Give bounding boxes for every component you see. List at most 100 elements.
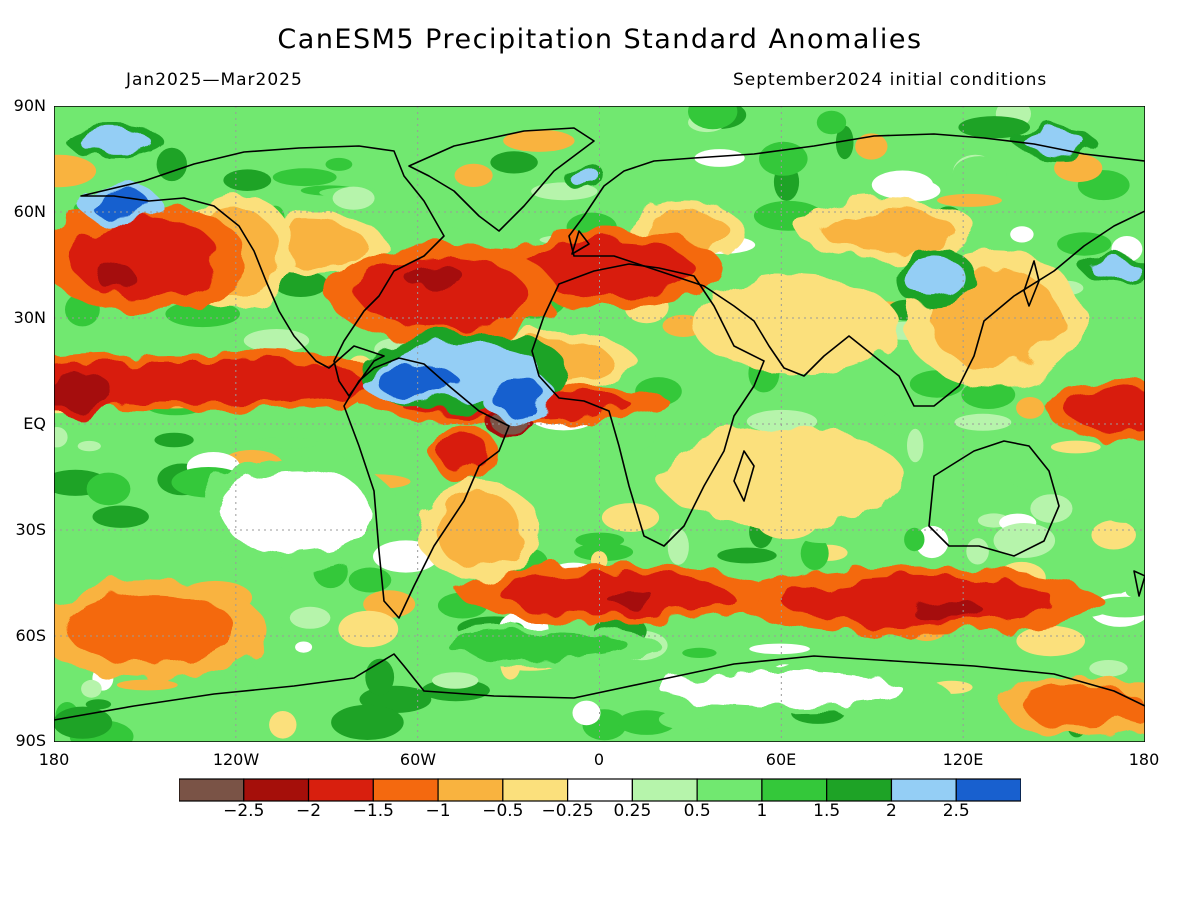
texture-blob bbox=[156, 147, 187, 182]
anomaly-region bbox=[54, 374, 115, 410]
texture-blob bbox=[958, 116, 1030, 139]
lat-label-30s: 30S bbox=[15, 520, 46, 539]
colorbar-tick-label: −0.25 bbox=[541, 801, 594, 821]
anomaly-region bbox=[69, 219, 221, 297]
graticule bbox=[54, 106, 1145, 742]
texture-blob bbox=[835, 125, 854, 160]
texture-blob bbox=[717, 547, 777, 564]
colorbar-tick-label: 1.5 bbox=[813, 801, 841, 821]
texture-blob bbox=[662, 314, 705, 337]
coastline-new-zealand bbox=[1133, 570, 1145, 597]
texture-blob bbox=[1091, 520, 1136, 550]
texture-blob bbox=[273, 270, 328, 297]
texture-blob bbox=[223, 169, 272, 191]
texture-blob bbox=[800, 536, 829, 570]
colorbar-tick-label: 1 bbox=[756, 801, 768, 821]
colorbar-swatch bbox=[826, 778, 893, 802]
texture-blob bbox=[503, 129, 575, 152]
anomaly-region bbox=[90, 190, 151, 220]
anomaly-region bbox=[402, 265, 464, 287]
anomaly-regions bbox=[54, 126, 1145, 737]
coastline-north-america bbox=[80, 145, 445, 397]
lon-label-120e: 120E bbox=[942, 750, 984, 769]
anomaly-region bbox=[605, 590, 655, 605]
texture-blob bbox=[1054, 154, 1103, 183]
texture-blob bbox=[154, 432, 194, 448]
lon-label-60w: 60W bbox=[399, 750, 437, 769]
anomaly-region bbox=[902, 254, 964, 297]
texture-blob bbox=[116, 679, 178, 691]
anomaly-region bbox=[1066, 388, 1145, 432]
anomaly-region bbox=[96, 261, 133, 290]
lon-label-0: 0 bbox=[593, 750, 605, 769]
colorbar-swatch bbox=[631, 778, 698, 802]
anomaly-region bbox=[690, 441, 873, 513]
anomaly-region bbox=[447, 632, 630, 661]
texture-blob bbox=[247, 437, 319, 450]
colorbar-tick-label: −2.5 bbox=[223, 801, 265, 821]
texture-blob bbox=[961, 380, 1016, 410]
texture-blob bbox=[81, 679, 102, 698]
anomaly-region bbox=[911, 600, 985, 622]
anomaly-map bbox=[54, 106, 1145, 742]
coastline-australia bbox=[928, 440, 1060, 557]
lat-label-60n: 60N bbox=[13, 202, 46, 221]
colorbar-swatch bbox=[567, 778, 633, 802]
anomaly-region bbox=[1090, 257, 1139, 280]
texture-blob bbox=[1016, 397, 1045, 419]
coastline-eurasia bbox=[568, 133, 1145, 407]
texture-blob bbox=[86, 472, 131, 506]
anomaly-region bbox=[220, 469, 373, 555]
texture-blob bbox=[348, 567, 392, 593]
texture-blob bbox=[816, 110, 847, 135]
anomaly-region bbox=[438, 431, 488, 474]
texture-blob bbox=[667, 528, 689, 565]
lat-label-60s: 60S bbox=[15, 626, 46, 645]
texture-blob bbox=[966, 538, 989, 565]
anomaly-region bbox=[490, 378, 545, 414]
lat-label-30n: 30N bbox=[13, 308, 46, 327]
colorbar-tick-label: −2 bbox=[296, 801, 322, 821]
texture-blob bbox=[325, 157, 353, 171]
texture-blob bbox=[432, 672, 479, 689]
anomaly-region bbox=[569, 166, 600, 188]
colorbar-swatch bbox=[307, 778, 374, 802]
colorbar-swatch bbox=[372, 778, 439, 802]
coastline-africa bbox=[531, 263, 765, 547]
texture-blob bbox=[77, 440, 101, 452]
texture-blob bbox=[92, 505, 149, 528]
colorbar-swatch bbox=[437, 778, 504, 802]
texture-blob bbox=[855, 133, 888, 160]
texture-blob bbox=[575, 532, 625, 548]
coastline-south-america bbox=[343, 357, 510, 619]
texture-blob bbox=[243, 329, 310, 353]
coastline-antarctica bbox=[54, 653, 1145, 721]
texture-blob bbox=[915, 525, 949, 559]
lon-label-120w: 120W bbox=[212, 750, 260, 769]
colorbar-tick-label: −0.5 bbox=[482, 801, 524, 821]
texture-blob bbox=[954, 413, 1012, 431]
texture-blob bbox=[1089, 660, 1128, 677]
texture-blob bbox=[1010, 468, 1069, 491]
texture-blob bbox=[907, 428, 924, 463]
texture-blob bbox=[601, 503, 660, 532]
texture-blob bbox=[331, 704, 404, 741]
texture-blob bbox=[574, 543, 634, 561]
colorbar-swatch bbox=[502, 778, 569, 802]
lat-label-eq: EQ bbox=[23, 414, 46, 433]
texture-blob bbox=[289, 606, 331, 629]
texture-blob bbox=[454, 163, 493, 187]
texture-blob bbox=[1057, 232, 1112, 256]
texture-blob bbox=[879, 410, 934, 437]
texture-blob bbox=[338, 610, 399, 648]
texture-blob bbox=[272, 168, 337, 187]
texture-blob bbox=[295, 641, 313, 653]
texture-blob bbox=[224, 658, 258, 696]
colorbar-tick-label: 2.5 bbox=[942, 801, 970, 821]
texture-blob bbox=[937, 193, 1002, 207]
texture-blob bbox=[54, 154, 97, 188]
initial-conditions-label: September2024 initial conditions bbox=[733, 70, 1048, 90]
texture-blob bbox=[572, 700, 601, 726]
texture-blob bbox=[54, 706, 113, 739]
texture-blob bbox=[904, 527, 925, 552]
